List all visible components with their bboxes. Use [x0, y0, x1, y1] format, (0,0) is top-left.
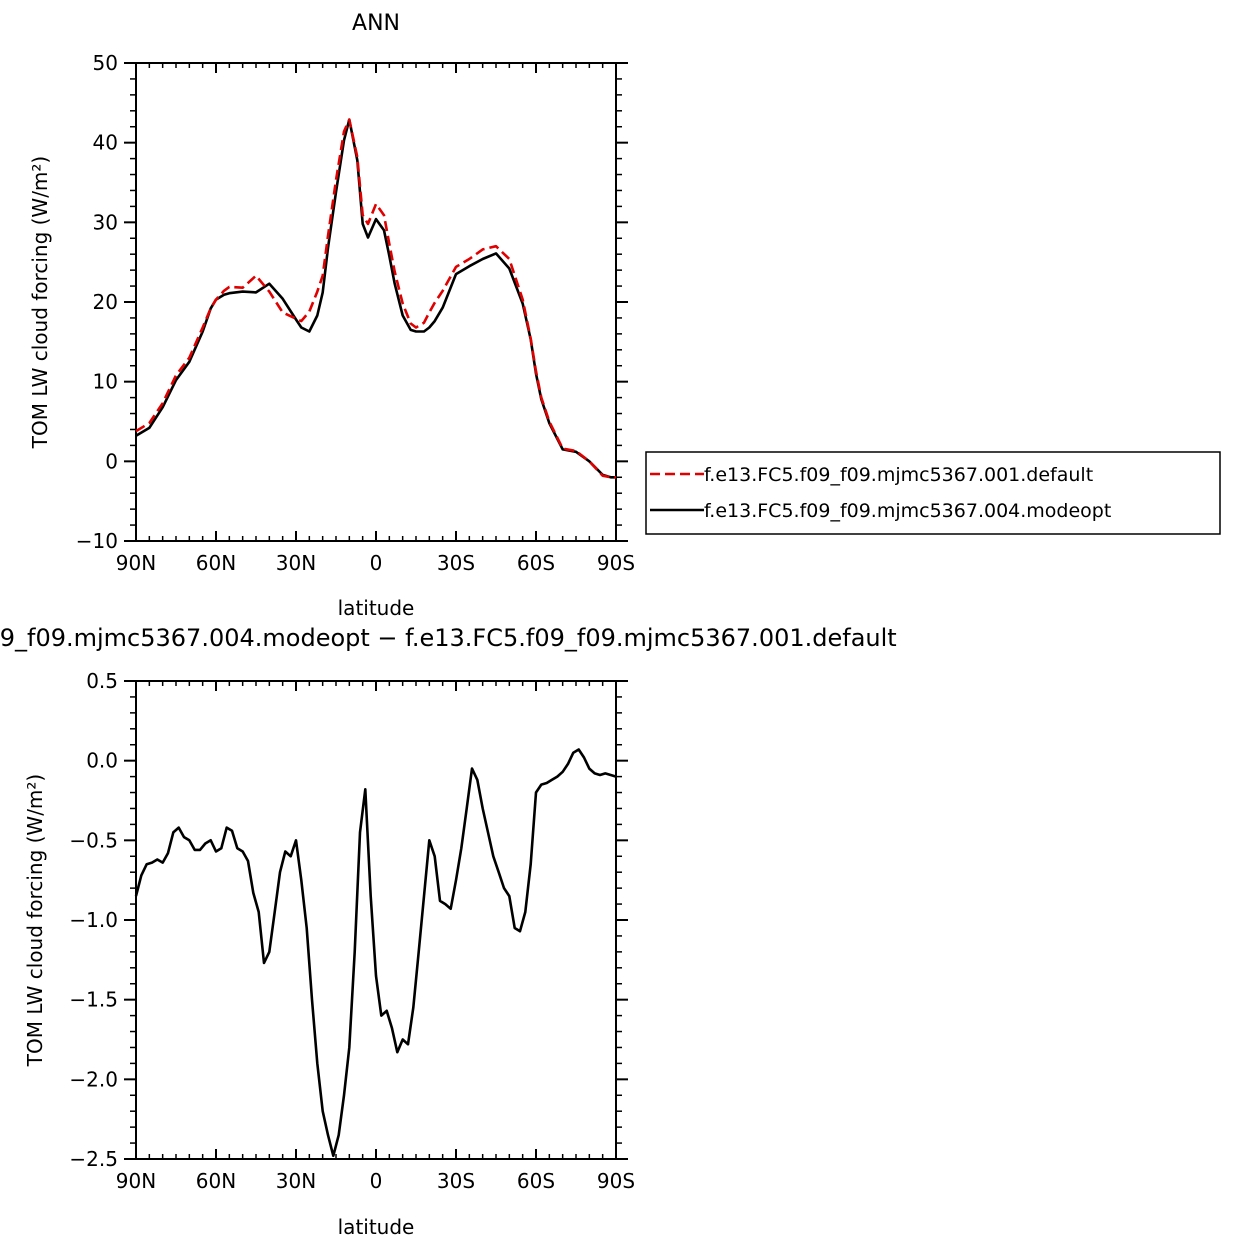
y-tick-label: 50	[93, 51, 118, 75]
y-tick-label: 0	[105, 449, 118, 473]
x-tick-label: 90N	[116, 1169, 156, 1193]
plot-frame	[135, 680, 617, 1160]
y-tick-label: 0.0	[86, 749, 118, 773]
bottom-chart-panel: f.e13.FC5.f09_f09.mjmc5367.004.modeopt −…	[0, 624, 897, 1239]
legend-label-default: f.e13.FC5.f09_f09.mjmc5367.001.default	[704, 464, 1093, 486]
legend-box	[645, 451, 1221, 535]
series-line-0	[135, 118, 616, 479]
x-tick-label: 30N	[276, 1169, 316, 1193]
x-tick-label: 30N	[276, 551, 316, 575]
series-line-0	[134, 748, 617, 1158]
y-tick-label: 30	[93, 210, 118, 234]
series-line-1	[135, 118, 616, 479]
x-axis-label: latitude	[338, 1215, 415, 1239]
y-tick-label: −1.5	[69, 988, 118, 1012]
x-tick-label: 30S	[437, 1169, 475, 1193]
legend: f.e13.FC5.f09_f09.mjmc5367.001.default f…	[645, 451, 1221, 535]
x-tick-label: 60N	[196, 551, 236, 575]
chart-title: ANN	[352, 11, 400, 36]
y-axis-label: TOM LW cloud forcing (W/m²)	[23, 774, 47, 1068]
x-tick-label: 90S	[597, 1169, 635, 1193]
x-axis-label: latitude	[338, 596, 415, 620]
plot-frame	[135, 62, 617, 542]
x-tick-label: 0	[370, 551, 383, 575]
x-tick-label: 90S	[597, 551, 635, 575]
x-tick-label: 60S	[517, 1169, 555, 1193]
x-tick-label: 90N	[116, 551, 156, 575]
legend-label-modeopt: f.e13.FC5.f09_f09.mjmc5367.004.modeopt	[704, 500, 1111, 522]
y-tick-label: −0.5	[69, 828, 118, 852]
chart-title: f.e13.FC5.f09_f09.mjmc5367.004.modeopt −…	[0, 624, 897, 652]
y-tick-label: −2.0	[69, 1067, 118, 1091]
y-tick-label: −2.5	[69, 1147, 118, 1171]
y-tick-label: 40	[93, 131, 118, 155]
x-tick-label: 60N	[196, 1169, 236, 1193]
y-tick-label: −1.0	[69, 908, 118, 932]
y-tick-label: 0.5	[86, 669, 118, 693]
y-axis-label: TOM LW cloud forcing (W/m²)	[28, 156, 52, 450]
y-tick-label: 20	[93, 290, 118, 314]
x-tick-label: 30S	[437, 551, 475, 575]
top-chart-panel: ANN 90N 60N 30N 0 30S 60S 90S −10 0 10 20 30 40 50 la…	[28, 11, 1221, 620]
y-tick-label: 10	[93, 370, 118, 394]
y-tick-label: −10	[76, 529, 118, 553]
x-tick-label: 0	[370, 1169, 383, 1193]
x-tick-label: 60S	[517, 551, 555, 575]
